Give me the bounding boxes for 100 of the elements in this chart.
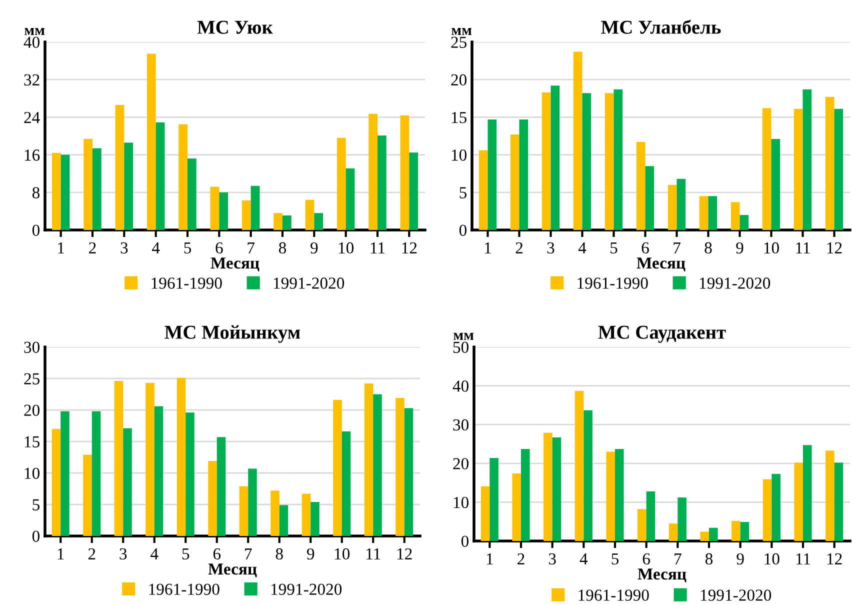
bar bbox=[146, 54, 156, 230]
bar bbox=[210, 186, 220, 230]
chart-title: МС Мойынкум bbox=[164, 325, 300, 343]
bar bbox=[52, 428, 61, 536]
bar bbox=[709, 528, 718, 541]
bar bbox=[404, 408, 414, 536]
x-tick-label: 7 bbox=[674, 553, 682, 564]
bar bbox=[550, 86, 560, 230]
bar bbox=[668, 184, 677, 230]
y-tick-label: 16 bbox=[24, 150, 40, 161]
bar bbox=[364, 384, 374, 536]
legend-label: 1991-2020 bbox=[274, 278, 344, 289]
legend-label: 1961-1990 bbox=[578, 590, 649, 601]
y-tick-label: 10 bbox=[452, 150, 467, 161]
bar bbox=[510, 134, 520, 230]
bar bbox=[305, 200, 314, 230]
bar bbox=[699, 196, 708, 230]
bar bbox=[409, 152, 418, 230]
bar bbox=[84, 138, 92, 230]
legend-label: 1961-1990 bbox=[149, 584, 220, 595]
y-axis-title: мм bbox=[454, 332, 474, 340]
bar bbox=[584, 410, 592, 541]
bar bbox=[333, 400, 342, 536]
y-tick-label: 10 bbox=[454, 496, 469, 508]
y-tick-label: 0 bbox=[459, 224, 467, 236]
x-tick-label: 7 bbox=[674, 242, 680, 254]
x-tick-label: 1 bbox=[58, 242, 64, 254]
legend-label: 1991-2020 bbox=[700, 278, 770, 289]
x-tick-label: 10 bbox=[338, 242, 354, 254]
bar bbox=[740, 522, 750, 541]
legend-label: 1961-1990 bbox=[152, 278, 222, 289]
bar bbox=[270, 490, 280, 536]
bar bbox=[794, 108, 803, 230]
bar bbox=[279, 505, 288, 536]
y-tick-label: 5 bbox=[460, 187, 466, 198]
bar bbox=[178, 124, 188, 230]
x-tick-label: 5 bbox=[184, 242, 192, 254]
bar bbox=[274, 213, 282, 230]
bar bbox=[216, 437, 226, 536]
bar bbox=[708, 196, 718, 230]
y-tick-label: 15 bbox=[452, 112, 466, 124]
legend-label: 1991-2020 bbox=[271, 584, 342, 595]
y-tick-label: 20 bbox=[24, 404, 40, 416]
bar bbox=[772, 474, 780, 541]
bar bbox=[573, 52, 582, 230]
x-tick-label: 9 bbox=[306, 548, 314, 560]
x-tick-label: 5 bbox=[612, 553, 619, 565]
bar bbox=[368, 114, 378, 230]
bar bbox=[156, 122, 165, 230]
x-axis-title: Месяц bbox=[636, 258, 686, 272]
x-tick-label: 1 bbox=[486, 553, 493, 564]
bar bbox=[803, 445, 812, 541]
x-tick-label: 6 bbox=[642, 242, 649, 254]
bar bbox=[700, 532, 709, 541]
bar bbox=[52, 152, 61, 230]
y-tick-label: 0 bbox=[32, 530, 40, 542]
y-tick-label: 25 bbox=[24, 373, 40, 384]
y-tick-label: 8 bbox=[32, 187, 40, 198]
bar bbox=[490, 458, 498, 541]
x-tick-label: 8 bbox=[704, 242, 712, 254]
bar bbox=[124, 142, 134, 230]
x-axis-title: Месяц bbox=[210, 258, 260, 272]
bar bbox=[92, 411, 101, 536]
x-tick-label: 11 bbox=[370, 242, 385, 254]
bar bbox=[373, 394, 382, 536]
bar bbox=[606, 452, 615, 541]
x-tick-label: 4 bbox=[578, 242, 586, 254]
bar bbox=[834, 108, 844, 230]
x-tick-label: 9 bbox=[310, 242, 318, 254]
x-tick-label: 12 bbox=[398, 548, 412, 560]
bar bbox=[400, 115, 410, 230]
x-tick-label: 5 bbox=[610, 242, 618, 254]
x-tick-label: 3 bbox=[548, 553, 556, 565]
x-tick-label: 3 bbox=[547, 242, 554, 254]
x-tick-label: 4 bbox=[150, 548, 158, 560]
bar bbox=[678, 498, 686, 541]
bar bbox=[188, 158, 196, 230]
x-tick-label: 8 bbox=[276, 548, 283, 560]
x-tick-label: 12 bbox=[827, 553, 842, 564]
x-tick-label: 10 bbox=[764, 242, 779, 254]
x-tick-label: 2 bbox=[516, 242, 522, 254]
bar bbox=[378, 136, 386, 230]
x-tick-label: 11 bbox=[796, 242, 810, 254]
y-tick-label: 20 bbox=[453, 458, 469, 470]
x-tick-label: 6 bbox=[642, 553, 650, 565]
legend-label: 1961-1990 bbox=[578, 278, 648, 289]
bar bbox=[208, 461, 217, 536]
bar bbox=[114, 381, 124, 536]
y-tick-label: 30 bbox=[24, 342, 40, 353]
bar bbox=[242, 200, 251, 230]
y-tick-label: 15 bbox=[24, 436, 40, 448]
x-tick-label: 3 bbox=[120, 242, 128, 254]
bar bbox=[730, 202, 740, 230]
y-axis-title: мм bbox=[452, 28, 472, 35]
bar bbox=[732, 520, 740, 541]
bar bbox=[480, 486, 490, 541]
chart-title: МС Уланбель bbox=[601, 20, 721, 34]
bar bbox=[314, 213, 324, 230]
bar bbox=[60, 411, 70, 536]
x-tick-label: 12 bbox=[827, 242, 842, 254]
